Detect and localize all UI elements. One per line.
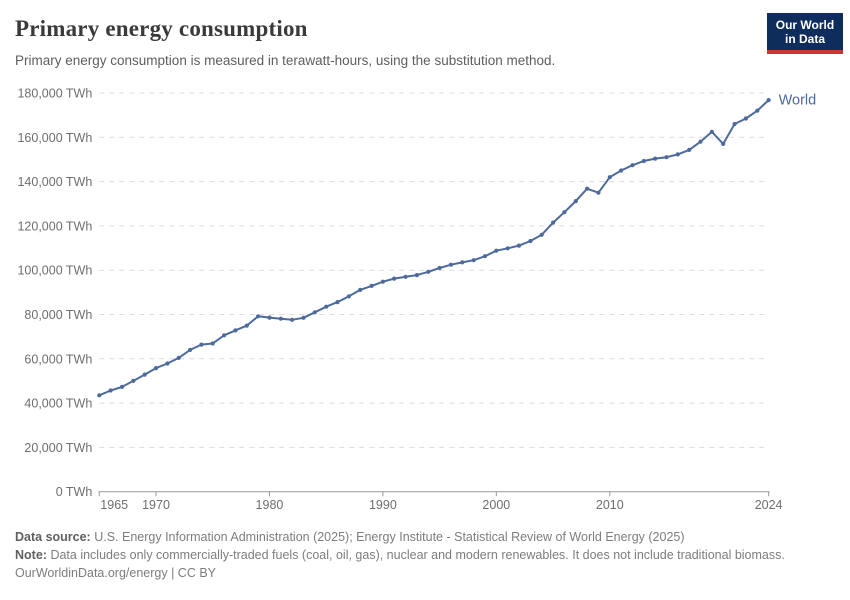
data-point-2002[interactable] — [516, 243, 522, 248]
data-point-2018[interactable] — [698, 139, 703, 144]
data-point-2013[interactable] — [641, 158, 646, 164]
data-point-1975[interactable] — [210, 341, 215, 346]
data-point-1999[interactable] — [482, 254, 488, 259]
x-tick-label: 1965 — [100, 498, 128, 512]
data-point-2008[interactable] — [585, 186, 590, 191]
data-source-text: U.S. Energy Information Administration (… — [94, 530, 685, 544]
data-point-2001[interactable] — [505, 246, 510, 251]
data-point-1990[interactable] — [380, 279, 385, 284]
data-point-1989[interactable] — [369, 283, 374, 288]
x-tick-label: 1990 — [369, 498, 397, 512]
data-point-1974[interactable] — [199, 342, 204, 347]
data-point-1978[interactable] — [244, 323, 249, 328]
x-tick-label: 2024 — [755, 498, 783, 512]
data-point-1987[interactable] — [346, 294, 351, 299]
owid-logo[interactable]: Our World in Data — [767, 13, 843, 54]
data-point-2000[interactable] — [494, 248, 499, 253]
data-point-1982[interactable] — [290, 317, 295, 322]
data-source-line: Data source: U.S. Energy Information Adm… — [15, 528, 835, 546]
data-point-2020[interactable] — [721, 141, 726, 146]
note-line: Note: Data includes only commercially-tr… — [15, 546, 835, 564]
data-source-label: Data source: — [15, 530, 91, 544]
owid-logo-line2: in Data — [784, 32, 825, 46]
y-tick-label: 120,000 TWh — [17, 219, 92, 233]
y-tick-label: 100,000 TWh — [17, 264, 92, 278]
data-point-1988[interactable] — [358, 287, 363, 292]
data-point-1970[interactable] — [153, 366, 159, 371]
data-point-2019[interactable] — [709, 129, 715, 134]
note-text: Data includes only commercially-traded f… — [50, 548, 785, 562]
data-point-2015[interactable] — [664, 155, 669, 160]
world-series-label[interactable]: World — [779, 93, 817, 109]
y-tick-label: 60,000 TWh — [24, 352, 92, 366]
y-tick-label: 140,000 TWh — [17, 175, 92, 189]
data-point-2016[interactable] — [675, 152, 680, 157]
data-point-1973[interactable] — [188, 347, 193, 352]
data-point-2024[interactable] — [766, 98, 771, 103]
world-series-line[interactable] — [98, 99, 770, 397]
data-point-1969[interactable] — [142, 372, 147, 377]
x-tick-label: 1980 — [256, 498, 284, 512]
data-point-2005[interactable] — [551, 220, 556, 225]
data-point-1981[interactable] — [278, 316, 283, 321]
data-point-2023[interactable] — [755, 108, 760, 113]
data-point-2006[interactable] — [562, 210, 567, 215]
data-point-1965[interactable] — [97, 393, 102, 398]
license-line: OurWorldinData.org/energy | CC BY — [15, 566, 217, 580]
page-title: Primary energy consumption — [15, 16, 308, 41]
data-point-1985[interactable] — [324, 304, 329, 309]
y-tick-label: 40,000 TWh — [24, 397, 92, 411]
data-point-1992[interactable] — [403, 274, 408, 279]
data-point-2007[interactable] — [573, 199, 578, 204]
data-point-2012[interactable] — [630, 163, 635, 168]
data-point-1968[interactable] — [131, 378, 136, 383]
data-point-1993[interactable] — [414, 273, 419, 278]
y-tick-label: 160,000 TWh — [17, 131, 92, 145]
data-point-1991[interactable] — [392, 276, 397, 281]
x-tick-label: 2010 — [596, 498, 624, 512]
data-point-1976[interactable] — [222, 333, 227, 338]
data-point-1994[interactable] — [426, 269, 431, 274]
data-point-2017[interactable] — [687, 147, 692, 152]
owid-logo-line1: Our World — [775, 18, 835, 32]
data-point-1971[interactable] — [165, 361, 170, 366]
data-point-2022[interactable] — [743, 116, 749, 121]
data-point-1977[interactable] — [233, 328, 238, 333]
data-point-2004[interactable] — [539, 232, 544, 237]
y-tick-label: 80,000 TWh — [24, 308, 92, 322]
data-point-2021[interactable] — [732, 121, 737, 127]
data-point-1998[interactable] — [471, 258, 476, 263]
data-point-1995[interactable] — [437, 265, 442, 271]
data-point-2010[interactable] — [607, 175, 612, 180]
note-label: Note: — [15, 548, 47, 562]
data-point-2009[interactable] — [596, 190, 601, 195]
x-tick-label: 1970 — [142, 498, 170, 512]
y-tick-label: 0 TWh — [56, 485, 93, 499]
data-point-1986[interactable] — [335, 300, 340, 305]
y-tick-label: 20,000 TWh — [24, 441, 92, 455]
data-point-1980[interactable] — [267, 315, 272, 320]
chart-footer: Data source: U.S. Energy Information Adm… — [15, 528, 835, 582]
chart-subtitle: Primary energy consumption is measured i… — [15, 53, 556, 68]
data-point-1996[interactable] — [448, 262, 454, 267]
x-tick-label: 2000 — [482, 498, 510, 512]
data-point-1984[interactable] — [312, 310, 317, 315]
data-point-1972[interactable] — [176, 355, 181, 360]
data-point-2011[interactable] — [619, 168, 624, 173]
data-point-1983[interactable] — [301, 315, 306, 320]
data-point-1967[interactable] — [119, 384, 125, 389]
data-point-1997[interactable] — [460, 260, 465, 265]
y-tick-label: 180,000 TWh — [17, 87, 92, 101]
data-point-2003[interactable] — [528, 238, 533, 244]
data-point-1966[interactable] — [108, 388, 113, 393]
data-point-1979[interactable] — [256, 314, 261, 319]
data-point-2014[interactable] — [653, 156, 658, 161]
